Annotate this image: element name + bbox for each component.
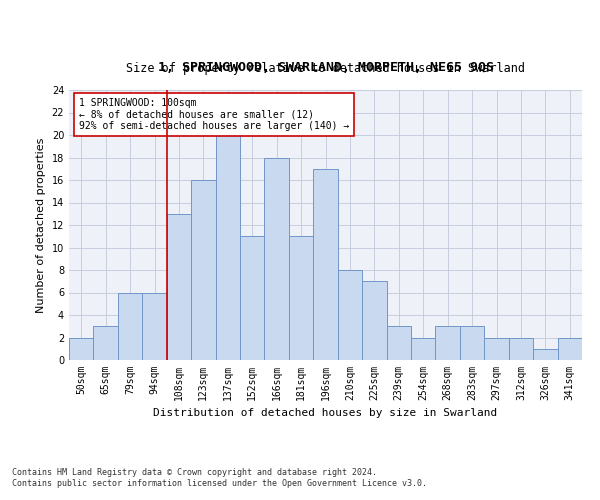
Text: Size of property relative to detached houses in Swarland: Size of property relative to detached ho…	[126, 62, 525, 75]
Bar	[411, 338, 436, 360]
Bar	[167, 214, 191, 360]
Bar	[509, 338, 533, 360]
Text: Contains HM Land Registry data © Crown copyright and database right 2024.
Contai: Contains HM Land Registry data © Crown c…	[12, 468, 427, 487]
Text: 1 SPRINGWOOD: 100sqm
← 8% of detached houses are smaller (12)
92% of semi-detach: 1 SPRINGWOOD: 100sqm ← 8% of detached ho…	[79, 98, 350, 132]
Y-axis label: Number of detached properties: Number of detached properties	[36, 138, 46, 312]
Title: 1, SPRINGWOOD, SWARLAND, MORPETH, NE65 9QS: 1, SPRINGWOOD, SWARLAND, MORPETH, NE65 9…	[157, 60, 493, 74]
Bar	[460, 326, 484, 360]
Bar	[265, 158, 289, 360]
Bar	[191, 180, 215, 360]
Bar	[69, 338, 94, 360]
Bar	[142, 292, 167, 360]
Bar	[289, 236, 313, 360]
Bar	[386, 326, 411, 360]
Bar	[533, 349, 557, 360]
Bar	[484, 338, 509, 360]
Bar	[94, 326, 118, 360]
Bar	[215, 135, 240, 360]
Bar	[338, 270, 362, 360]
Bar	[118, 292, 142, 360]
X-axis label: Distribution of detached houses by size in Swarland: Distribution of detached houses by size …	[154, 408, 497, 418]
Bar	[557, 338, 582, 360]
Bar	[362, 281, 386, 360]
Bar	[313, 169, 338, 360]
Bar	[240, 236, 265, 360]
Bar	[436, 326, 460, 360]
